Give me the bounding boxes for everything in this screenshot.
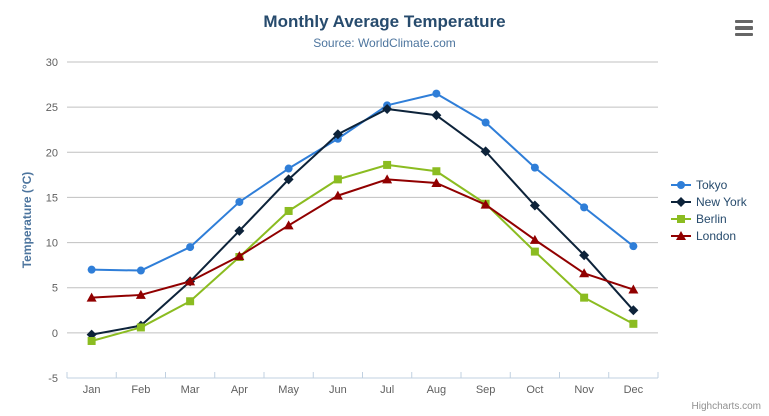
- hamburger-icon: [735, 26, 753, 30]
- data-point-marker[interactable]: [186, 297, 195, 306]
- data-point-marker[interactable]: [332, 129, 343, 140]
- data-point-marker[interactable]: [333, 175, 342, 184]
- x-axis-label: Nov: [574, 384, 594, 396]
- series-new-york[interactable]: [86, 103, 639, 340]
- legend-label: Tokyo: [696, 178, 728, 192]
- data-point-marker[interactable]: [628, 305, 639, 316]
- x-axis-label: Apr: [231, 384, 248, 396]
- hamburger-icon: [735, 19, 753, 24]
- data-point-marker[interactable]: [629, 319, 638, 328]
- highcharts-credit[interactable]: Highcharts.com: [691, 401, 761, 412]
- data-point-marker[interactable]: [480, 199, 491, 209]
- x-axis-label: May: [278, 384, 299, 396]
- data-point-marker[interactable]: [530, 247, 539, 256]
- x-axis-label: Feb: [131, 384, 150, 396]
- data-point-marker[interactable]: [628, 284, 639, 294]
- y-axis-label: 30: [46, 57, 58, 69]
- hamburger-icon: [735, 32, 753, 37]
- series-line: [90, 178, 635, 299]
- data-point-marker[interactable]: [579, 268, 590, 278]
- data-point-marker[interactable]: [186, 243, 195, 252]
- chart-subtitle: Source: WorldClimate.com: [313, 36, 456, 50]
- data-point-marker[interactable]: [432, 167, 441, 176]
- data-point-marker[interactable]: [284, 206, 293, 215]
- data-point-marker[interactable]: [432, 89, 441, 98]
- x-axis-label: Mar: [181, 384, 200, 396]
- data-point-marker[interactable]: [481, 118, 490, 127]
- data-point-marker[interactable]: [580, 293, 589, 302]
- y-axis-label: 0: [52, 328, 58, 340]
- y-axis-label: 20: [46, 147, 58, 159]
- data-point-marker[interactable]: [136, 266, 145, 275]
- data-point-marker[interactable]: [580, 203, 589, 212]
- y-axis-label: 15: [46, 192, 58, 204]
- data-point-marker[interactable]: [529, 234, 540, 244]
- legend-item-london[interactable]: London: [671, 228, 747, 244]
- x-axis-label: Oct: [526, 384, 543, 396]
- series-tokyo[interactable]: [87, 89, 638, 275]
- series-line: [90, 107, 635, 336]
- data-point-marker[interactable]: [135, 289, 146, 299]
- data-point-marker[interactable]: [185, 276, 196, 286]
- data-point-marker[interactable]: [136, 323, 145, 332]
- data-point-marker[interactable]: [87, 265, 96, 274]
- data-point-marker[interactable]: [579, 250, 590, 261]
- data-point-marker[interactable]: [332, 190, 343, 200]
- series-line: [90, 163, 635, 342]
- data-point-marker[interactable]: [382, 103, 393, 114]
- x-axis-label: Jun: [329, 384, 347, 396]
- series-line: [90, 92, 635, 272]
- data-point-marker[interactable]: [431, 110, 442, 121]
- berlin-series-marker-icon: [671, 215, 691, 223]
- data-point-marker[interactable]: [283, 174, 294, 185]
- data-point-marker[interactable]: [283, 220, 294, 230]
- tokyo-series-marker-icon: [671, 181, 691, 189]
- new-york-series-marker-icon: [671, 197, 691, 207]
- series-london[interactable]: [86, 174, 639, 302]
- legend: Tokyo New York Berlin London: [671, 177, 747, 245]
- data-point-marker[interactable]: [284, 164, 293, 173]
- x-axis-label: Aug: [427, 384, 447, 396]
- data-point-marker[interactable]: [382, 174, 393, 184]
- data-point-marker[interactable]: [234, 251, 245, 261]
- legend-label: New York: [696, 195, 747, 209]
- x-axis-label: Jan: [83, 384, 101, 396]
- data-point-marker[interactable]: [529, 200, 540, 211]
- y-axis-label: 10: [46, 238, 58, 250]
- legend-item-berlin[interactable]: Berlin: [671, 211, 747, 227]
- legend-item-new-york[interactable]: New York: [671, 194, 747, 210]
- x-axis-label: Sep: [476, 384, 496, 396]
- data-point-marker[interactable]: [235, 197, 244, 206]
- data-point-marker[interactable]: [431, 177, 442, 187]
- legend-item-tokyo[interactable]: Tokyo: [671, 177, 747, 193]
- x-axis-label: Dec: [624, 384, 644, 396]
- data-point-marker[interactable]: [530, 163, 539, 172]
- export-menu-button[interactable]: [732, 18, 756, 38]
- chart-title: Monthly Average Temperature: [263, 12, 506, 31]
- legend-label: Berlin: [696, 212, 727, 226]
- y-axis-label: -5: [48, 373, 58, 385]
- y-axis-label: 25: [46, 102, 58, 114]
- london-series-marker-icon: [671, 231, 691, 240]
- y-axis-label: 5: [52, 283, 58, 295]
- data-point-marker[interactable]: [86, 292, 97, 302]
- legend-label: London: [696, 229, 737, 243]
- data-point-marker[interactable]: [480, 146, 491, 157]
- data-point-marker[interactable]: [234, 225, 245, 236]
- data-point-marker[interactable]: [383, 160, 392, 169]
- data-point-marker[interactable]: [629, 242, 638, 251]
- x-axis-label: Jul: [380, 384, 394, 396]
- data-point-marker[interactable]: [87, 336, 96, 345]
